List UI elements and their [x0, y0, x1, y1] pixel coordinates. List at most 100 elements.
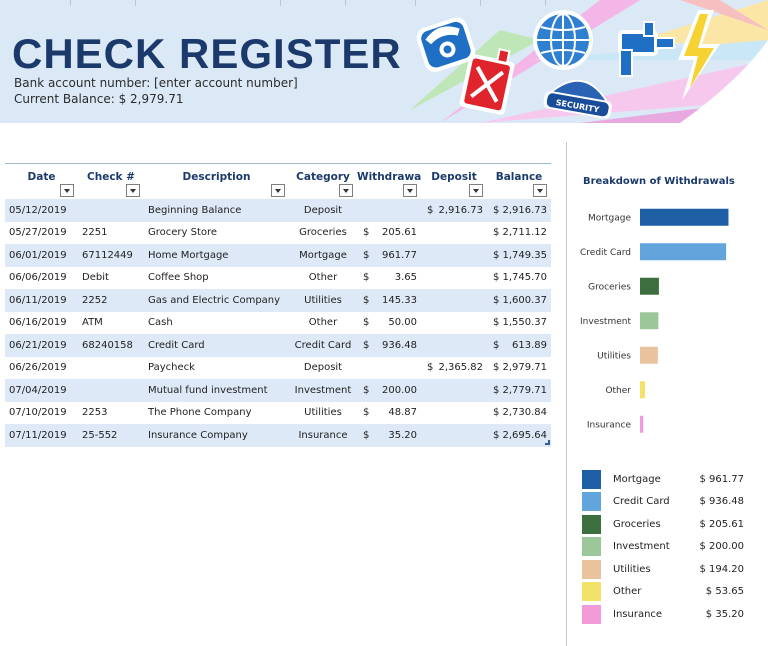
withdrawal-cell[interactable]: $3.65	[357, 266, 421, 289]
legend-row[interactable]: Insurance $ 35.20	[580, 603, 750, 626]
deposit-cell[interactable]	[421, 379, 487, 402]
deposit-cell[interactable]	[421, 334, 487, 357]
balance-cell[interactable]: $2,916.73	[487, 199, 551, 222]
deposit-cell[interactable]	[421, 244, 487, 267]
description-cell[interactable]: Insurance Company	[144, 424, 289, 447]
deposit-cell[interactable]	[421, 266, 487, 289]
table-row[interactable]: 06/16/2019 ATM Cash Other $50.00 $1,550.37	[5, 311, 551, 334]
check-number-cell[interactable]	[78, 379, 144, 402]
balance-cell[interactable]: $1,749.35	[487, 244, 551, 267]
category-cell[interactable]: Other	[289, 311, 357, 334]
balance-cell[interactable]: $2,979.71	[487, 356, 551, 379]
check-number-cell[interactable]: 67112449	[78, 244, 144, 267]
legend-row[interactable]: Investment $ 200.00	[580, 536, 750, 559]
check-number-cell[interactable]: 68240158	[78, 334, 144, 357]
table-row[interactable]: 05/12/2019 Beginning Balance Deposit $2,916…	[5, 199, 551, 222]
description-cell[interactable]: Beginning Balance	[144, 199, 289, 222]
table-row[interactable]: 05/27/2019 2251 Grocery Store Groceries $205…	[5, 221, 551, 244]
table-row[interactable]: 07/04/2019 Mutual fund investment Investme…	[5, 379, 551, 402]
check-number-cell[interactable]: 2251	[78, 221, 144, 244]
table-row[interactable]: 06/11/2019 2252 Gas and Electric Company Ut…	[5, 289, 551, 312]
table-resize-handle[interactable]	[545, 440, 550, 445]
deposit-cell[interactable]	[421, 289, 487, 312]
balance-cell[interactable]: $1,550.37	[487, 311, 551, 334]
description-cell[interactable]: Grocery Store	[144, 221, 289, 244]
withdrawal-cell[interactable]: $961.77	[357, 244, 421, 267]
withdrawal-cell[interactable]	[357, 356, 421, 379]
category-cell[interactable]: Insurance	[289, 424, 357, 447]
check-number-cell[interactable]: 2252	[78, 289, 144, 312]
balance-cell[interactable]: $2,779.71	[487, 379, 551, 402]
category-cell[interactable]: Groceries	[289, 221, 357, 244]
category-cell[interactable]: Investment	[289, 379, 357, 402]
category-cell[interactable]: Deposit	[289, 356, 357, 379]
check-number-cell[interactable]: 2253	[78, 401, 144, 424]
description-cell[interactable]: Credit Card	[144, 334, 289, 357]
withdrawal-cell[interactable]: $48.87	[357, 401, 421, 424]
date-cell[interactable]: 05/27/2019	[5, 221, 78, 244]
date-cell[interactable]: 07/11/2019	[5, 424, 78, 447]
date-cell[interactable]: 06/11/2019	[5, 289, 78, 312]
description-cell[interactable]: Coffee Shop	[144, 266, 289, 289]
date-cell[interactable]: 07/10/2019	[5, 401, 78, 424]
filter-dropdown-button[interactable]	[533, 184, 547, 197]
description-cell[interactable]: Home Mortgage	[144, 244, 289, 267]
date-cell[interactable]: 06/06/2019	[5, 266, 78, 289]
check-number-cell[interactable]: ATM	[78, 311, 144, 334]
description-cell[interactable]: Mutual fund investment	[144, 379, 289, 402]
deposit-cell[interactable]: $2,365.82	[421, 356, 487, 379]
date-cell[interactable]: 07/04/2019	[5, 379, 78, 402]
check-number-cell[interactable]: 25-552	[78, 424, 144, 447]
withdrawal-cell[interactable]: $35.20	[357, 424, 421, 447]
filter-dropdown-button[interactable]	[60, 184, 74, 197]
withdrawal-cell[interactable]: $936.48	[357, 334, 421, 357]
legend-row[interactable]: Credit Card $ 936.48	[580, 491, 750, 514]
balance-cell[interactable]: $2,730.84	[487, 401, 551, 424]
filter-dropdown-button[interactable]	[403, 184, 417, 197]
description-cell[interactable]: Paycheck	[144, 356, 289, 379]
check-number-cell[interactable]: Debit	[78, 266, 144, 289]
balance-cell[interactable]: $1,600.37	[487, 289, 551, 312]
filter-dropdown-button[interactable]	[126, 184, 140, 197]
category-cell[interactable]: Utilities	[289, 401, 357, 424]
legend-row[interactable]: Utilities $ 194.20	[580, 558, 750, 581]
category-cell[interactable]: Mortgage	[289, 244, 357, 267]
legend-row[interactable]: Other $ 53.65	[580, 581, 750, 604]
withdrawal-cell[interactable]: $205.61	[357, 221, 421, 244]
description-cell[interactable]: The Phone Company	[144, 401, 289, 424]
withdrawal-cell[interactable]: $50.00	[357, 311, 421, 334]
filter-dropdown-button[interactable]	[339, 184, 353, 197]
deposit-cell[interactable]	[421, 221, 487, 244]
balance-cell[interactable]: $2,695.64	[487, 424, 551, 447]
table-row[interactable]: 06/01/2019 67112449 Home Mortgage Mortgage $…	[5, 244, 551, 267]
category-cell[interactable]: Utilities	[289, 289, 357, 312]
date-cell[interactable]: 06/01/2019	[5, 244, 78, 267]
balance-cell[interactable]: $1,745.70	[487, 266, 551, 289]
table-row[interactable]: 06/06/2019 Debit Coffee Shop Other $3.65 $1,7…	[5, 266, 551, 289]
description-cell[interactable]: Gas and Electric Company	[144, 289, 289, 312]
deposit-cell[interactable]	[421, 311, 487, 334]
deposit-cell[interactable]	[421, 424, 487, 447]
date-cell[interactable]: 06/16/2019	[5, 311, 78, 334]
filter-dropdown-button[interactable]	[271, 184, 285, 197]
withdrawal-cell[interactable]	[357, 199, 421, 222]
table-row[interactable]: 06/21/2019 68240158 Credit Card Credit Card…	[5, 334, 551, 357]
balance-cell[interactable]: $2,711.12	[487, 221, 551, 244]
withdrawal-cell[interactable]: $200.00	[357, 379, 421, 402]
table-row[interactable]: 06/26/2019 Paycheck Deposit $2,365.82 $2,979…	[5, 356, 551, 379]
date-cell[interactable]: 06/26/2019	[5, 356, 78, 379]
check-number-cell[interactable]	[78, 199, 144, 222]
legend-row[interactable]: Mortgage $ 961.77	[580, 468, 750, 491]
withdrawal-cell[interactable]: $145.33	[357, 289, 421, 312]
date-cell[interactable]: 06/21/2019	[5, 334, 78, 357]
table-row[interactable]: 07/10/2019 2253 The Phone Company Utilities…	[5, 401, 551, 424]
balance-cell[interactable]: $613.89	[487, 334, 551, 357]
category-cell[interactable]: Credit Card	[289, 334, 357, 357]
date-cell[interactable]: 05/12/2019	[5, 199, 78, 222]
category-cell[interactable]: Other	[289, 266, 357, 289]
deposit-cell[interactable]: $2,916.73	[421, 199, 487, 222]
description-cell[interactable]: Cash	[144, 311, 289, 334]
deposit-cell[interactable]	[421, 401, 487, 424]
check-number-cell[interactable]	[78, 356, 144, 379]
filter-dropdown-button[interactable]	[469, 184, 483, 197]
